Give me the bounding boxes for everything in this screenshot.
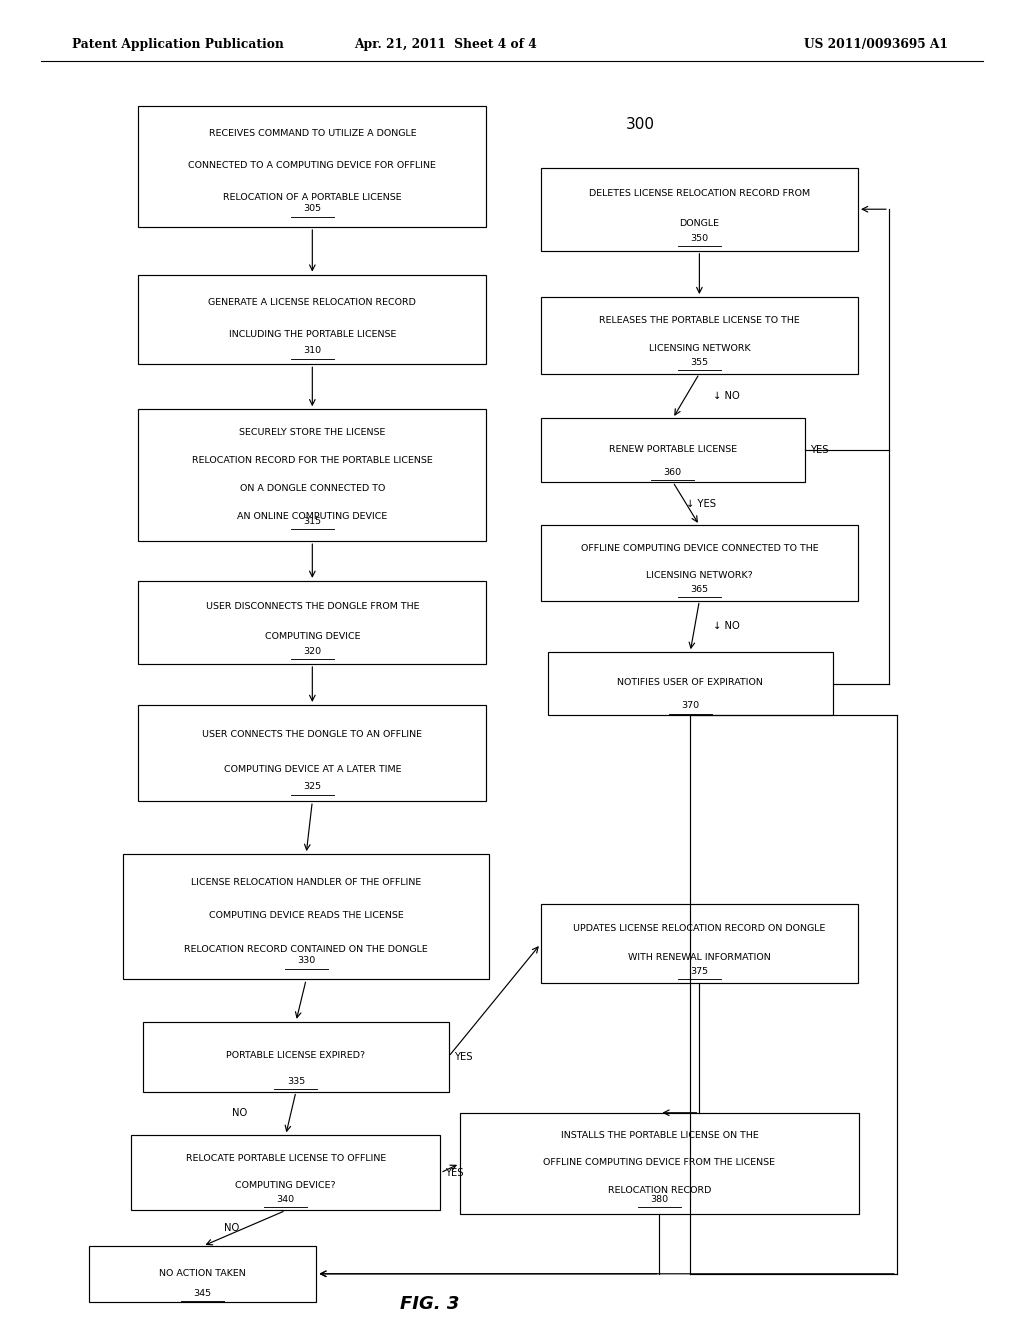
Text: 300: 300 [626,116,654,132]
Text: RELOCATION RECORD FOR THE PORTABLE LICENSE: RELOCATION RECORD FOR THE PORTABLE LICEN… [191,457,433,465]
Text: 355: 355 [690,358,709,367]
Text: 345: 345 [194,1288,212,1298]
Text: INSTALLS THE PORTABLE LICENSE ON THE: INSTALLS THE PORTABLE LICENSE ON THE [560,1131,759,1140]
Text: Patent Application Publication: Patent Application Publication [72,38,284,51]
Text: RELOCATE PORTABLE LICENSE TO OFFLINE: RELOCATE PORTABLE LICENSE TO OFFLINE [185,1154,386,1163]
Text: RENEW PORTABLE LICENSE: RENEW PORTABLE LICENSE [608,445,737,454]
FancyBboxPatch shape [138,705,486,801]
Text: USER CONNECTS THE DONGLE TO AN OFFLINE: USER CONNECTS THE DONGLE TO AN OFFLINE [203,730,422,739]
FancyBboxPatch shape [123,854,489,979]
Text: YES: YES [445,1168,464,1177]
Text: ON A DONGLE CONNECTED TO: ON A DONGLE CONNECTED TO [240,484,385,492]
Text: OFFLINE COMPUTING DEVICE CONNECTED TO THE: OFFLINE COMPUTING DEVICE CONNECTED TO TH… [581,544,818,553]
FancyBboxPatch shape [541,168,858,251]
Text: ↓ NO: ↓ NO [713,622,739,631]
Text: 365: 365 [690,585,709,594]
Text: INCLUDING THE PORTABLE LICENSE: INCLUDING THE PORTABLE LICENSE [228,330,396,339]
Text: DELETES LICENSE RELOCATION RECORD FROM: DELETES LICENSE RELOCATION RECORD FROM [589,189,810,198]
Text: LICENSING NETWORK?: LICENSING NETWORK? [646,572,753,581]
Text: RECEIVES COMMAND TO UTILIZE A DONGLE: RECEIVES COMMAND TO UTILIZE A DONGLE [209,128,416,137]
Text: NO: NO [224,1224,240,1233]
Text: 350: 350 [690,234,709,243]
FancyBboxPatch shape [131,1135,440,1210]
Text: 380: 380 [650,1195,669,1204]
FancyBboxPatch shape [548,652,833,715]
Text: ↓ NO: ↓ NO [713,391,739,401]
FancyBboxPatch shape [138,275,486,364]
Text: 315: 315 [303,517,322,525]
Text: WITH RENEWAL INFORMATION: WITH RENEWAL INFORMATION [628,953,771,962]
FancyBboxPatch shape [541,904,858,983]
Text: 320: 320 [303,647,322,656]
Text: 335: 335 [287,1077,305,1085]
Text: GENERATE A LICENSE RELOCATION RECORD: GENERATE A LICENSE RELOCATION RECORD [208,298,417,306]
Text: PORTABLE LICENSE EXPIRED?: PORTABLE LICENSE EXPIRED? [226,1051,366,1060]
Text: 360: 360 [664,467,682,477]
Text: LICENSING NETWORK: LICENSING NETWORK [648,345,751,352]
Text: AN ONLINE COMPUTING DEVICE: AN ONLINE COMPUTING DEVICE [238,512,387,520]
Text: ↓ YES: ↓ YES [686,499,716,508]
FancyBboxPatch shape [89,1246,316,1302]
Text: CONNECTED TO A COMPUTING DEVICE FOR OFFLINE: CONNECTED TO A COMPUTING DEVICE FOR OFFL… [188,161,436,170]
FancyBboxPatch shape [143,1022,449,1092]
FancyBboxPatch shape [541,418,805,482]
Text: US 2011/0093695 A1: US 2011/0093695 A1 [804,38,947,51]
Text: COMPUTING DEVICE: COMPUTING DEVICE [264,632,360,642]
Text: DONGLE: DONGLE [679,219,720,228]
Text: RELOCATION RECORD CONTAINED ON THE DONGLE: RELOCATION RECORD CONTAINED ON THE DONGL… [184,945,428,954]
Text: NO: NO [232,1109,248,1118]
Text: 305: 305 [303,205,322,214]
FancyBboxPatch shape [460,1113,859,1214]
FancyBboxPatch shape [541,525,858,601]
Text: LICENSE RELOCATION HANDLER OF THE OFFLINE: LICENSE RELOCATION HANDLER OF THE OFFLIN… [191,878,421,887]
FancyBboxPatch shape [138,409,486,541]
Text: OFFLINE COMPUTING DEVICE FROM THE LICENSE: OFFLINE COMPUTING DEVICE FROM THE LICENS… [544,1159,775,1167]
Text: 370: 370 [681,701,699,710]
Text: COMPUTING DEVICE AT A LATER TIME: COMPUTING DEVICE AT A LATER TIME [223,766,401,775]
Text: FIG. 3: FIG. 3 [400,1295,460,1313]
Text: 375: 375 [690,968,709,975]
Text: 325: 325 [303,783,322,791]
Text: 340: 340 [276,1195,295,1204]
Text: 310: 310 [303,346,322,355]
FancyBboxPatch shape [541,297,858,374]
Text: USER DISCONNECTS THE DONGLE FROM THE: USER DISCONNECTS THE DONGLE FROM THE [206,602,419,611]
Text: RELEASES THE PORTABLE LICENSE TO THE: RELEASES THE PORTABLE LICENSE TO THE [599,317,800,325]
Text: COMPUTING DEVICE?: COMPUTING DEVICE? [236,1181,336,1191]
Text: NOTIFIES USER OF EXPIRATION: NOTIFIES USER OF EXPIRATION [617,678,763,688]
Text: COMPUTING DEVICE READS THE LICENSE: COMPUTING DEVICE READS THE LICENSE [209,911,403,920]
Text: NO ACTION TAKEN: NO ACTION TAKEN [160,1269,246,1278]
Text: UPDATES LICENSE RELOCATION RECORD ON DONGLE: UPDATES LICENSE RELOCATION RECORD ON DON… [573,924,825,933]
FancyBboxPatch shape [138,106,486,227]
Text: SECURELY STORE THE LICENSE: SECURELY STORE THE LICENSE [240,428,385,437]
Text: Apr. 21, 2011  Sheet 4 of 4: Apr. 21, 2011 Sheet 4 of 4 [354,38,537,51]
Text: 330: 330 [297,956,315,965]
Text: YES: YES [454,1052,472,1061]
Text: YES: YES [810,445,828,455]
Text: RELOCATION RECORD: RELOCATION RECORD [608,1185,711,1195]
FancyBboxPatch shape [138,581,486,664]
Text: RELOCATION OF A PORTABLE LICENSE: RELOCATION OF A PORTABLE LICENSE [223,194,401,202]
